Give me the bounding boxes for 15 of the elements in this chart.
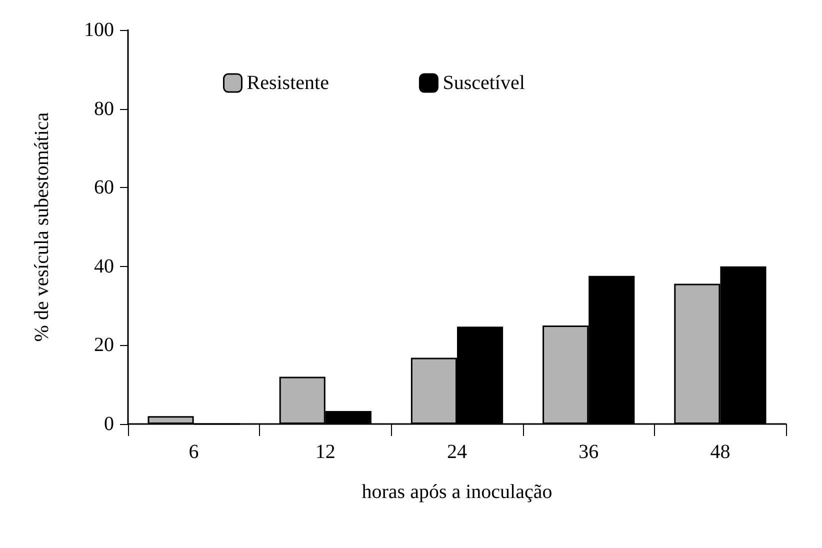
y-axis-title: % de vesícula subestomática (31, 112, 53, 342)
y-tick-label: 100 (84, 19, 114, 41)
x-tick-label: 36 (578, 441, 599, 463)
y-tick-label: 0 (104, 413, 114, 435)
x-axis-title: horas após a inoculação (362, 481, 552, 503)
x-tick-label: 48 (710, 441, 730, 463)
x-tick-label: 6 (188, 441, 199, 463)
y-tick-label: 40 (94, 255, 114, 278)
legend-label: Resistente (246, 72, 330, 94)
y-tick-label: 20 (94, 334, 114, 356)
x-tick-label: 12 (315, 441, 336, 463)
y-tick-label: 60 (94, 176, 114, 199)
y-tick-label: 80 (94, 98, 114, 120)
x-tick-label: 24 (447, 441, 467, 463)
legend-label: Suscetível (442, 72, 526, 94)
